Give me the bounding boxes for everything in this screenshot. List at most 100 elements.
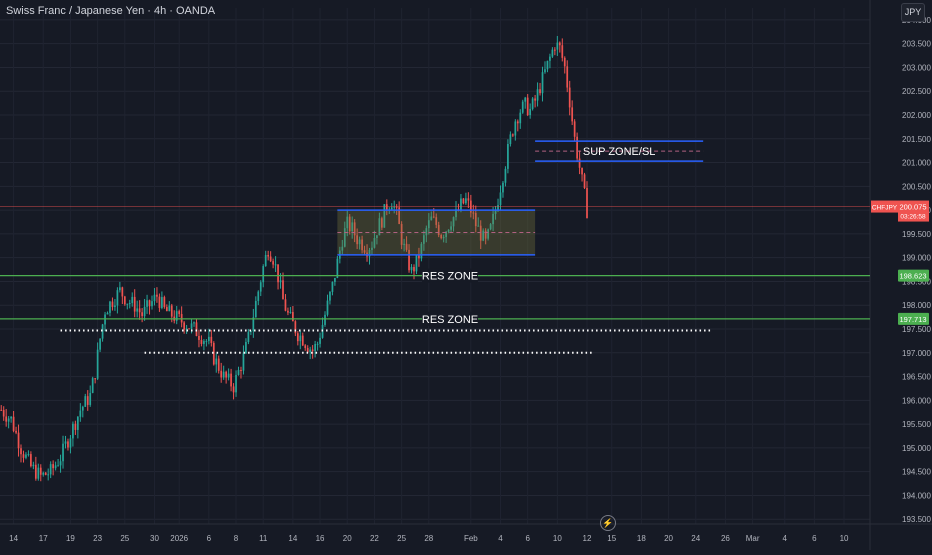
candle	[89, 385, 92, 407]
candle-body	[217, 358, 220, 371]
candle-body	[227, 373, 230, 378]
x-tick-label: 14	[288, 534, 297, 543]
candle	[220, 362, 223, 383]
candle	[158, 293, 161, 312]
lightning-bolt-icon[interactable]: ⚡	[600, 515, 616, 531]
candle	[351, 216, 354, 239]
candle	[111, 297, 114, 311]
candle	[566, 60, 569, 93]
candle-body	[324, 314, 326, 325]
candle-body	[153, 294, 156, 302]
currency-unit-button[interactable]: JPY	[901, 3, 925, 22]
y-tick-label: 202.000	[902, 111, 931, 120]
candle-body	[136, 308, 139, 312]
candle	[398, 201, 401, 225]
y-tick-label: 203.000	[902, 63, 931, 72]
candle-body	[240, 369, 242, 371]
candle	[519, 109, 522, 129]
price-tag-bg	[898, 312, 929, 325]
y-tick-label: 194.000	[902, 491, 931, 500]
candle	[484, 228, 487, 245]
candle	[212, 341, 215, 366]
candle-body	[403, 243, 405, 245]
candle	[49, 461, 52, 479]
candle-body	[178, 311, 181, 315]
candle-body	[571, 107, 574, 122]
symbol-badge-bg	[871, 200, 898, 213]
candle-body	[106, 312, 109, 315]
candle	[91, 376, 94, 394]
candle-body	[79, 410, 82, 417]
y-tick-label: 193.500	[902, 515, 931, 524]
candle-body	[215, 358, 218, 365]
candle	[558, 41, 561, 53]
candle-body	[586, 187, 588, 219]
candle	[121, 286, 124, 305]
y-tick-label: 197.500	[902, 325, 931, 334]
candle-body	[225, 371, 228, 378]
candle	[225, 370, 228, 384]
candle	[544, 61, 546, 74]
candle-body	[371, 247, 373, 250]
candle-body	[445, 231, 447, 238]
candle	[64, 435, 67, 449]
candle	[207, 328, 210, 345]
candle	[301, 332, 304, 347]
candle-body	[546, 60, 549, 70]
candle-body	[452, 217, 455, 227]
candle-body	[497, 204, 499, 211]
candle-body	[356, 235, 359, 245]
candle-body	[22, 454, 25, 458]
candle-body	[148, 300, 151, 307]
candle-body	[143, 306, 146, 317]
candle	[25, 452, 27, 460]
candle	[321, 317, 324, 339]
candle-body	[380, 218, 383, 228]
candle-body	[477, 225, 480, 227]
candle-body	[551, 49, 554, 57]
candle-body	[358, 239, 361, 245]
candle	[507, 139, 509, 174]
candle	[99, 338, 101, 353]
candle	[57, 459, 59, 467]
y-tick-label: 196.000	[902, 396, 931, 405]
candle-body	[279, 280, 282, 283]
candle-body	[128, 303, 131, 305]
candle-body	[373, 238, 376, 248]
candle-body	[99, 338, 101, 350]
candle	[418, 247, 420, 267]
candle-body	[368, 249, 371, 257]
candle-body	[484, 230, 487, 239]
candle	[299, 331, 302, 350]
candle-body	[17, 432, 20, 449]
candle-body	[383, 204, 386, 228]
candle	[267, 250, 270, 261]
candle	[165, 304, 168, 312]
x-tick-label: 8	[234, 534, 239, 543]
candle	[109, 300, 111, 317]
candle-body	[442, 237, 445, 239]
candle-body	[292, 312, 294, 322]
candle	[385, 199, 388, 216]
candle	[526, 94, 529, 117]
candle	[237, 366, 240, 376]
candle	[294, 320, 297, 337]
candle-body	[529, 108, 532, 116]
candle-body	[252, 317, 255, 331]
candle	[69, 435, 72, 454]
x-tick-label: 25	[120, 534, 129, 543]
candle-body	[30, 454, 32, 467]
candle-body	[437, 224, 440, 235]
candle-body	[343, 228, 346, 247]
candle	[504, 166, 507, 187]
candle-body	[86, 396, 89, 405]
candle	[348, 214, 351, 235]
candle-body	[141, 312, 143, 317]
candle	[341, 239, 344, 255]
candle	[247, 329, 250, 345]
candle-body	[109, 301, 111, 313]
candle-body	[526, 97, 529, 116]
x-tick-label: 4	[498, 534, 503, 543]
